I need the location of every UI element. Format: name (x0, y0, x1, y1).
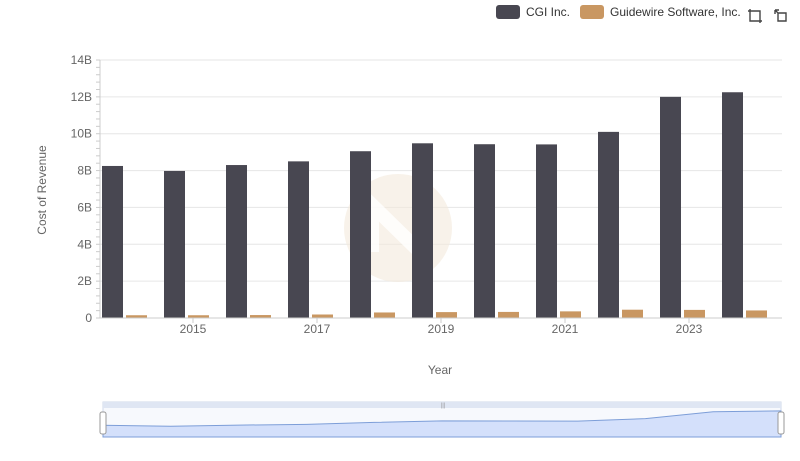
navigator-left-handle[interactable] (99, 411, 107, 435)
bars-group (102, 92, 767, 318)
bar-cgi-2023[interactable] (660, 96, 681, 318)
bar-guidewire-2016[interactable] (250, 315, 271, 318)
x-tick-label: 2021 (552, 322, 579, 336)
navigator-scrollbar[interactable] (103, 402, 781, 408)
bar-cgi-2022[interactable] (598, 131, 619, 318)
restore-icon[interactable] (773, 8, 789, 24)
bar-cgi-2020[interactable] (474, 144, 495, 318)
bar-cgi-2017[interactable] (288, 161, 309, 318)
x-tick-label: 2023 (676, 322, 703, 336)
bar-cgi-2024[interactable] (722, 92, 743, 318)
bar-guidewire-2020[interactable] (498, 311, 519, 318)
range-navigator[interactable]: ||| (99, 401, 785, 438)
legend-item-cgi[interactable]: CGI Inc. (496, 5, 570, 19)
x-axis: 2015 2017 2019 2021 2023 (100, 317, 782, 336)
x-tick-label: 2017 (304, 322, 331, 336)
legend-swatch (580, 5, 605, 19)
bar-cgi-2019[interactable] (412, 143, 433, 318)
navigator-right-handle[interactable] (777, 411, 785, 435)
bar-guidewire-2024[interactable] (746, 310, 767, 318)
bar-guidewire-2022[interactable] (622, 309, 643, 318)
x-axis-label: Year (428, 363, 452, 377)
y-tick-label: 12B (71, 90, 92, 104)
y-axis: 0 2B 4B 6B 8B 10B 12B 14B (71, 53, 101, 325)
bar-cgi-2014[interactable] (102, 165, 123, 318)
legend-swatch (496, 5, 520, 19)
y-tick-label: 14B (71, 53, 92, 67)
bar-cgi-2016[interactable] (226, 165, 247, 318)
bar-guidewire-2015[interactable] (188, 315, 209, 318)
y-tick-label: 8B (77, 164, 92, 178)
y-tick-label: 0 (85, 311, 92, 325)
bar-guidewire-2021[interactable] (560, 311, 581, 318)
bar-cgi-2015[interactable] (164, 170, 185, 318)
bar-cgi-2021[interactable] (536, 144, 557, 318)
x-tick-label: 2015 (180, 322, 207, 336)
bar-guidewire-2014[interactable] (126, 315, 147, 318)
bar-guidewire-2018[interactable] (374, 312, 395, 318)
legend: CGI Inc. Guidewire Software, Inc. (496, 5, 741, 19)
bar-guidewire-2017[interactable] (312, 314, 333, 318)
bar-cgi-2018[interactable] (350, 151, 371, 318)
y-tick-label: 6B (77, 200, 92, 214)
expand-icon[interactable] (747, 8, 763, 24)
x-tick-label: 2019 (428, 322, 455, 336)
scrollbar-grip-icon[interactable]: ||| (441, 403, 446, 409)
legend-label: CGI Inc. (526, 5, 571, 19)
bar-guidewire-2023[interactable] (684, 309, 705, 318)
y-tick-label: 2B (77, 274, 92, 288)
legend-item-guidewire[interactable]: Guidewire Software, Inc. (580, 5, 741, 19)
y-tick-label: 10B (71, 127, 92, 141)
legend-label: Guidewire Software, Inc. (610, 5, 741, 19)
y-axis-label: Cost of Revenue (35, 145, 49, 235)
bar-guidewire-2019[interactable] (436, 312, 457, 318)
y-tick-label: 4B (77, 237, 92, 251)
navigator-series-area (102, 410, 782, 438)
